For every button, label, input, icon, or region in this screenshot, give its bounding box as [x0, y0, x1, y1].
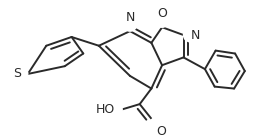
- Text: O: O: [156, 125, 166, 138]
- Circle shape: [109, 103, 122, 117]
- Circle shape: [155, 14, 169, 27]
- Text: S: S: [13, 67, 21, 80]
- Text: O: O: [157, 7, 167, 20]
- Text: N: N: [190, 29, 200, 42]
- Text: HO: HO: [96, 103, 116, 116]
- Text: N: N: [125, 11, 135, 24]
- Circle shape: [14, 67, 28, 81]
- Circle shape: [184, 28, 197, 42]
- Circle shape: [123, 18, 137, 31]
- Circle shape: [149, 118, 163, 131]
